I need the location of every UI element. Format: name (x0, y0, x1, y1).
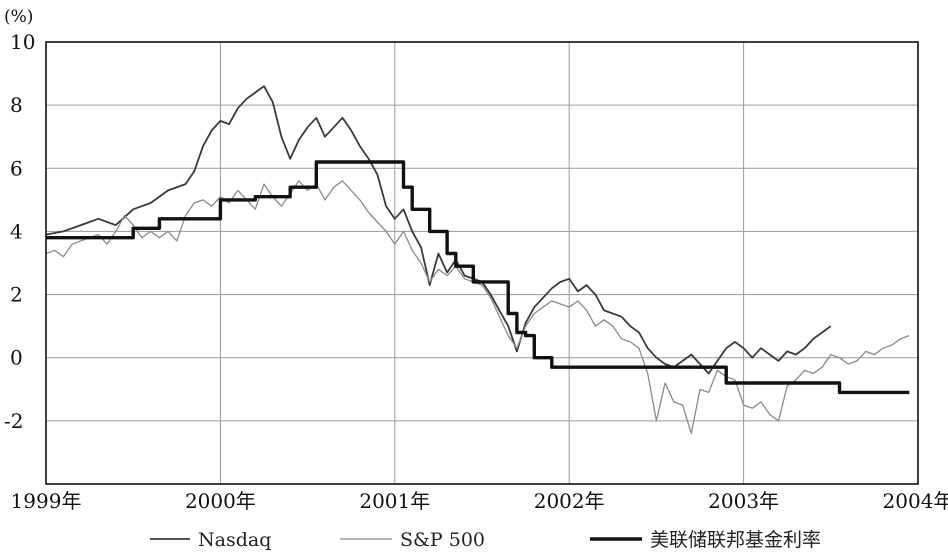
x-tick-label: 2003年 (708, 489, 779, 513)
y-axis-ticks: 10 8 6 4 2 0 -2 (4, 30, 35, 433)
y-tick-label: 10 (10, 30, 35, 54)
y-tick-label: 0 (10, 346, 23, 370)
grid (45, 41, 919, 484)
y-tick-label: 2 (10, 283, 23, 307)
legend: Nasdaq S&P 500 美联储联邦基金利率 (150, 529, 821, 551)
series-line-2 (46, 160, 910, 395)
y-tick-label: -2 (4, 409, 23, 433)
x-tick-label: 2004年 (883, 489, 948, 513)
x-tick-label: 1999年 (11, 489, 82, 513)
x-tick-label: 2000年 (185, 489, 256, 513)
x-tick-label: 2002年 (534, 489, 605, 513)
legend-label-0: Nasdaq (198, 529, 271, 551)
x-axis-ticks: 1999年 2000年 2001年 2002年 2003年 2004年 (11, 489, 948, 513)
y-tick-label: 6 (10, 156, 23, 180)
series-lines (45, 85, 910, 435)
y-tick-label: 4 (10, 219, 23, 243)
legend-label-1: S&P 500 (400, 529, 485, 551)
x-tick-label: 2001年 (359, 489, 430, 513)
y-axis-unit-label: (%) (4, 7, 33, 27)
y-tick-label: 8 (10, 93, 23, 117)
legend-label-2: 美联储联邦基金利率 (650, 529, 821, 551)
series-line-1 (45, 180, 910, 435)
plot-frame (45, 41, 919, 485)
